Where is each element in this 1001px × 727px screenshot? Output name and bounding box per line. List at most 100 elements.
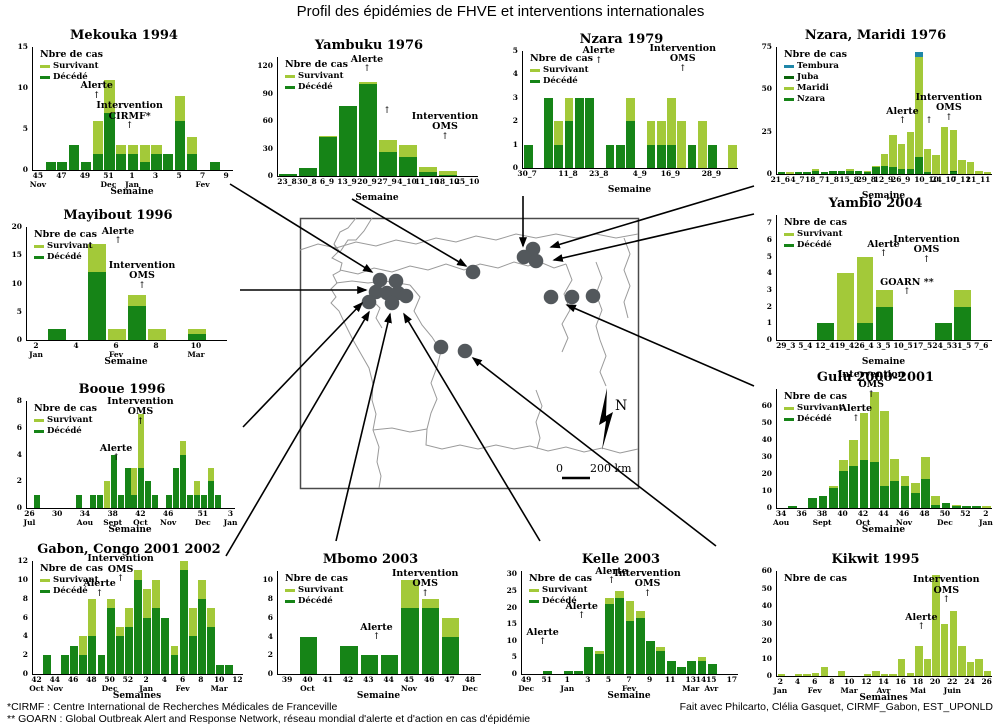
bar-segment [697, 657, 707, 661]
bar-segment [921, 457, 930, 480]
chart-plot [776, 215, 992, 341]
x-axis-tick-label: 24_10 [931, 175, 956, 184]
bar-segment [794, 172, 803, 174]
map-location-dot [585, 288, 601, 304]
bar-segment [794, 674, 803, 676]
bar-segment [646, 144, 656, 168]
annotation: Intervention OMS ↑ [79, 553, 163, 584]
y-axis-tick-label: 1 [512, 139, 518, 149]
chart-legend: Nbre de cas Survivant Décédé [34, 229, 97, 263]
chart-panel-mbomo: Mbomo 2003 0 2 4 6 8 10 39 40 Oct 41 42 43 44 45 Nov 46… [253, 552, 488, 701]
bar-segment [707, 664, 717, 674]
annotation: Intervention OMS ↑ [641, 43, 725, 74]
legend-entry: Survivant [529, 585, 592, 596]
bar-segment [175, 120, 186, 170]
bar-segment [898, 168, 906, 174]
annotation-arrow-icon: ↑ [898, 116, 907, 127]
map-location-dot [516, 249, 532, 265]
bar-segment [359, 84, 377, 176]
bar-segment [89, 494, 96, 508]
bar-segment [151, 153, 162, 170]
bar-segment [564, 121, 574, 168]
y-axis-tick-label: 0 [766, 335, 772, 344]
footnote-cirmf: *CIRMF : Centre International de Recherc… [7, 701, 338, 713]
bar-segment [97, 655, 106, 674]
chart-title: Mayibout 1996 [63, 208, 173, 223]
bar-segment [876, 306, 893, 340]
x-axis-tick-label: 27_9 [377, 177, 397, 186]
y-axis-tick-label: 5 [16, 306, 22, 316]
legend-swatch [784, 244, 794, 248]
legend-title: Nbre de cas [529, 573, 592, 584]
bar-segment [88, 243, 106, 273]
bar-segment [563, 670, 573, 674]
bar-segment [656, 121, 666, 145]
bar-segment [188, 636, 197, 674]
bar-segment [34, 494, 41, 508]
legend-entry: Décédé [40, 72, 103, 83]
bar-segment [441, 617, 460, 637]
x-axis-tick-label: 10 Mar [840, 677, 858, 695]
bar-segment [439, 175, 457, 176]
bar-segment [379, 152, 397, 176]
bar-segment [828, 485, 838, 488]
x-axis-tick-label: 1_8 [824, 175, 839, 184]
y-axis-tick-label: 5 [512, 46, 518, 55]
x-axis-tick-label: 48 [919, 509, 930, 518]
y-axis-tick-label: 2 [512, 116, 518, 126]
bar-segment [876, 290, 893, 307]
bar-segment [786, 172, 794, 174]
bar-segment [605, 604, 614, 674]
bar-segment [728, 144, 738, 168]
legend-swatch [40, 579, 50, 583]
x-axis-tick-label: 11_10 [414, 177, 440, 186]
outbreak-location-dots [361, 241, 601, 359]
chart-title: Mekouka 1994 [70, 28, 178, 43]
bar-segment [915, 57, 923, 158]
legend-swatch [34, 256, 44, 260]
y-axis-tick-label: 60 [761, 566, 772, 575]
bar-segment [80, 161, 91, 170]
annotation: ↑ [345, 106, 429, 116]
bar-segment [207, 467, 214, 482]
y-axis-tick-label: 25 [761, 126, 772, 136]
bar-segment [419, 166, 437, 173]
y-axis-tick-label: 0 [512, 163, 518, 172]
x-axis-tick-label: 2 Jan [773, 677, 788, 695]
x-axis-tick-label: 26_4 [854, 341, 874, 350]
bar-segment [106, 598, 115, 609]
bar-segment [975, 170, 983, 174]
bar-segment [188, 328, 206, 335]
bar-segment [48, 328, 66, 340]
bar-segment [152, 608, 161, 674]
bar-segment [152, 494, 159, 508]
x-axis-tick-label: 43 [363, 675, 374, 684]
y-axis-tick-label: 20 [506, 602, 517, 612]
chart-panel-mayibout: Mayibout 1996 0 5 10 15 20 2 Jan 4 6 Fev 8 10 Mar Sem… [2, 208, 234, 367]
legend-entry: Décédé [285, 596, 348, 607]
annotation-arrow-icon: ↑ [879, 249, 888, 260]
arrow-mbomo [335, 312, 392, 542]
y-axis-tick-label: 4 [22, 631, 28, 641]
annotation-arrow-icon: ↑ [125, 120, 134, 131]
bar-segment [134, 579, 142, 674]
bar-segment [70, 645, 78, 674]
x-axis-tick-label: 48 Dec [461, 675, 478, 693]
arrow-kelle [403, 312, 541, 542]
x-axis-tick-label: 30_8 [297, 177, 317, 186]
bar-segment [941, 623, 949, 676]
legend-swatch [40, 590, 50, 594]
bar-segment [863, 170, 871, 173]
bar-segment [849, 440, 859, 466]
x-axis-tick-label: 19_4 [834, 341, 855, 350]
legend-swatch [784, 233, 794, 237]
x-axis-title: Semaine [356, 691, 401, 701]
bar-segment [170, 645, 179, 656]
x-axis-tick-label: 6 Fev [175, 675, 190, 693]
x-axis-tick-label: 52 [960, 509, 971, 518]
bar-segment [906, 131, 914, 169]
chart-panel-mekouka: Mekouka 1994 0 5 10 15 45 Nov 47 49 51 Dec 1 Jan 3 5 7… [8, 28, 240, 197]
chart-legend: Nbre de cas Survivant Décédé [285, 59, 348, 93]
map-location-dot [384, 295, 400, 311]
bar-segment [543, 670, 553, 674]
